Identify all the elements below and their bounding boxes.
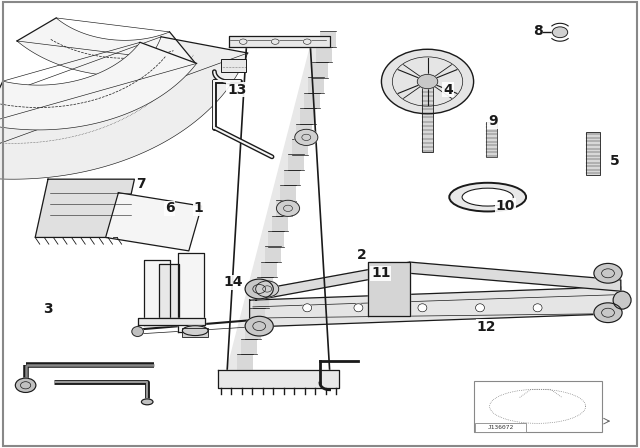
Polygon shape [159, 264, 179, 318]
Circle shape [552, 27, 568, 38]
Polygon shape [244, 323, 260, 339]
Ellipse shape [354, 304, 363, 312]
Text: 8: 8 [532, 24, 543, 39]
Polygon shape [410, 262, 621, 291]
FancyBboxPatch shape [422, 86, 433, 152]
Text: 6: 6 [164, 201, 175, 215]
Polygon shape [253, 293, 269, 308]
Text: 11: 11 [371, 266, 390, 280]
Text: 4: 4 [443, 82, 453, 97]
Text: 10: 10 [496, 199, 515, 213]
Polygon shape [256, 262, 410, 300]
Circle shape [255, 281, 279, 297]
Polygon shape [229, 36, 330, 47]
Ellipse shape [418, 304, 427, 312]
Polygon shape [304, 93, 320, 108]
FancyBboxPatch shape [486, 122, 497, 157]
Circle shape [239, 39, 247, 44]
Circle shape [245, 279, 273, 299]
Ellipse shape [303, 304, 312, 312]
Polygon shape [138, 318, 205, 325]
Polygon shape [241, 339, 257, 354]
FancyBboxPatch shape [475, 423, 526, 432]
Polygon shape [249, 308, 265, 323]
Polygon shape [237, 354, 253, 370]
Ellipse shape [449, 183, 526, 211]
Polygon shape [35, 179, 134, 237]
Polygon shape [300, 108, 316, 124]
Polygon shape [308, 78, 324, 93]
Circle shape [276, 200, 300, 216]
Ellipse shape [462, 188, 513, 206]
Circle shape [295, 129, 318, 146]
Polygon shape [106, 193, 202, 251]
Circle shape [594, 303, 622, 323]
Ellipse shape [533, 304, 542, 312]
Polygon shape [312, 62, 328, 78]
Text: 9: 9 [488, 114, 498, 128]
Polygon shape [0, 37, 248, 179]
Circle shape [381, 49, 474, 114]
Polygon shape [316, 47, 332, 62]
Polygon shape [368, 262, 410, 316]
Polygon shape [276, 200, 292, 216]
FancyBboxPatch shape [182, 328, 208, 337]
Polygon shape [273, 215, 289, 231]
Polygon shape [250, 287, 621, 327]
Circle shape [245, 316, 273, 336]
Ellipse shape [476, 304, 484, 312]
Polygon shape [320, 31, 336, 47]
Polygon shape [280, 185, 296, 201]
Circle shape [303, 39, 311, 44]
Text: 14: 14 [224, 275, 243, 289]
Polygon shape [260, 262, 276, 277]
Polygon shape [17, 18, 195, 76]
Polygon shape [227, 47, 330, 370]
Text: 7: 7 [136, 177, 146, 191]
Ellipse shape [141, 399, 153, 405]
Circle shape [417, 74, 438, 89]
Polygon shape [288, 154, 304, 170]
FancyBboxPatch shape [221, 59, 246, 72]
Text: 12: 12 [477, 320, 496, 334]
Text: 2: 2 [356, 248, 367, 263]
Polygon shape [178, 253, 204, 332]
Polygon shape [218, 370, 339, 388]
Polygon shape [144, 260, 170, 325]
Text: 1: 1 [193, 201, 204, 215]
Circle shape [15, 378, 36, 392]
Ellipse shape [132, 327, 143, 336]
Polygon shape [0, 43, 196, 130]
Circle shape [271, 39, 279, 44]
Text: 3: 3 [43, 302, 53, 316]
Polygon shape [292, 139, 308, 155]
Text: 13: 13 [227, 82, 246, 97]
Polygon shape [257, 277, 273, 293]
Text: J136072: J136072 [487, 425, 514, 431]
FancyBboxPatch shape [586, 132, 600, 175]
Text: 5: 5 [609, 154, 620, 168]
Polygon shape [269, 231, 285, 247]
Circle shape [594, 263, 622, 283]
Polygon shape [264, 246, 280, 262]
Polygon shape [296, 124, 312, 139]
Ellipse shape [182, 326, 208, 336]
Polygon shape [284, 170, 300, 185]
Ellipse shape [613, 291, 631, 309]
